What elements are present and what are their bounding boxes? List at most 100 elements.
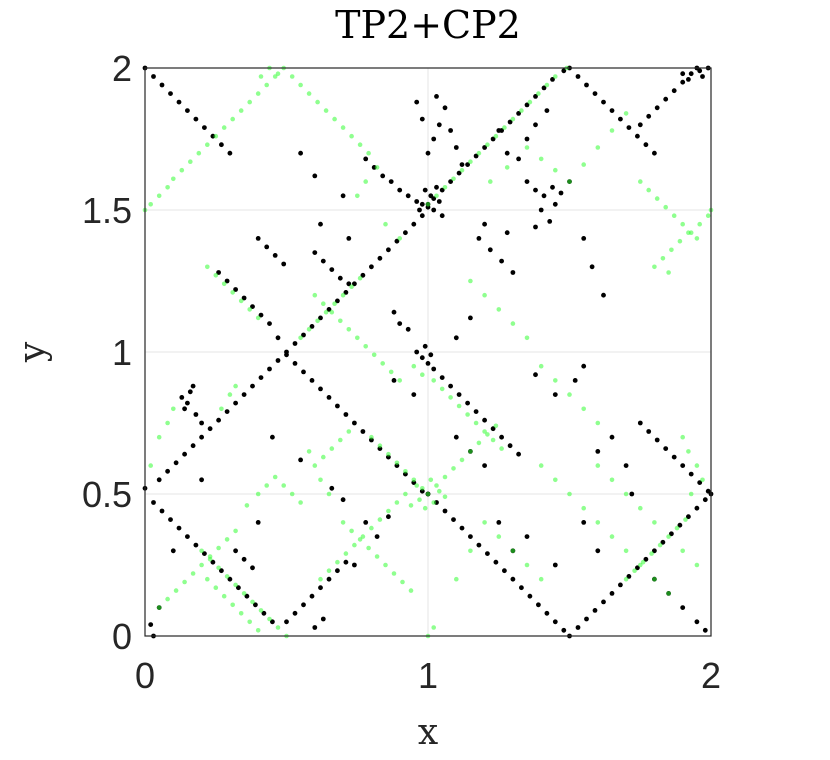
- green-point: [156, 605, 162, 610]
- black-point: [255, 236, 261, 241]
- black-point: [524, 534, 530, 539]
- grid: [145, 68, 711, 636]
- black-point: [422, 187, 428, 193]
- black-point: [337, 275, 343, 281]
- green-point: [377, 443, 383, 449]
- black-point: [185, 534, 190, 539]
- black-point: [473, 409, 479, 414]
- green-point: [238, 298, 244, 304]
- black-point: [309, 593, 315, 599]
- black-point: [193, 412, 199, 417]
- green-point: [289, 491, 295, 497]
- black-point: [448, 179, 453, 185]
- black-point: [442, 105, 448, 111]
- green-point: [343, 551, 349, 556]
- green-point: [595, 145, 601, 150]
- green-point: [510, 116, 516, 122]
- green-point: [697, 221, 702, 227]
- black-point: [270, 434, 275, 440]
- black-point: [686, 514, 691, 520]
- black-point: [312, 173, 318, 179]
- black-point: [388, 179, 394, 185]
- tick-labels: 0 1 2 0 0.5 1 1.5 2: [82, 48, 721, 696]
- black-point: [292, 610, 298, 616]
- black-point: [468, 534, 473, 539]
- black-point: [680, 605, 686, 610]
- green-point: [496, 534, 502, 539]
- black-point: [168, 91, 173, 96]
- black-point: [151, 74, 156, 79]
- black-point: [391, 378, 397, 383]
- black-point: [453, 335, 459, 341]
- black-point: [312, 250, 318, 256]
- black-point: [561, 627, 567, 633]
- black-point: [193, 116, 199, 122]
- black-point: [448, 128, 453, 133]
- black-point: [635, 133, 640, 139]
- green-point: [414, 483, 420, 488]
- green-point: [173, 588, 179, 593]
- black-point: [584, 82, 589, 88]
- green-point: [258, 74, 264, 79]
- black-point: [493, 559, 499, 565]
- black-point: [363, 520, 369, 525]
- black-point: [414, 349, 420, 355]
- black-point: [301, 369, 306, 375]
- green-point: [510, 548, 516, 554]
- green-point: [431, 500, 437, 505]
- black-point: [442, 508, 448, 514]
- black-point: [431, 136, 437, 142]
- black-point: [250, 383, 255, 389]
- black-point: [456, 170, 462, 176]
- green-point: [360, 534, 366, 539]
- chart-title: TP2+CP2: [335, 3, 521, 47]
- green-point: [595, 463, 601, 468]
- black-point: [592, 608, 598, 613]
- green-point: [408, 588, 414, 593]
- green-point: [179, 167, 185, 173]
- black-point: [510, 270, 516, 275]
- black-point: [609, 591, 615, 596]
- black-point: [516, 156, 521, 162]
- green-point: [488, 179, 493, 184]
- green-point: [188, 159, 193, 164]
- black-point: [216, 417, 222, 423]
- green-point: [623, 576, 629, 582]
- black-point: [533, 122, 538, 128]
- green-point: [394, 500, 400, 505]
- green-point: [437, 488, 442, 494]
- black-point: [618, 582, 623, 588]
- black-point: [224, 278, 230, 284]
- black-point: [694, 619, 700, 625]
- black-point: [533, 187, 538, 193]
- green-point: [349, 284, 354, 290]
- green-point: [216, 545, 221, 551]
- black-point: [428, 193, 434, 199]
- green-point: [420, 372, 425, 378]
- green-point: [329, 446, 335, 451]
- y-axis-label: y: [12, 341, 53, 363]
- black-point: [623, 463, 629, 468]
- black-point: [680, 79, 686, 85]
- black-point: [637, 420, 643, 426]
- black-point: [329, 267, 335, 272]
- green-point: [425, 202, 431, 207]
- black-point: [346, 236, 352, 241]
- black-point: [233, 548, 239, 554]
- green-point: [638, 505, 643, 511]
- green-point: [264, 483, 270, 488]
- black-point: [453, 145, 459, 150]
- green-point: [315, 99, 320, 105]
- green-point: [490, 437, 496, 443]
- green-point: [275, 71, 281, 76]
- black-point: [190, 383, 196, 389]
- green-point: [247, 307, 252, 312]
- green-point: [357, 142, 363, 147]
- black-point: [541, 85, 547, 91]
- green-point: [171, 406, 176, 412]
- green-point: [207, 554, 213, 559]
- green-point: [677, 238, 683, 244]
- green-point: [221, 281, 227, 287]
- black-point: [346, 281, 352, 287]
- black-point: [581, 520, 587, 525]
